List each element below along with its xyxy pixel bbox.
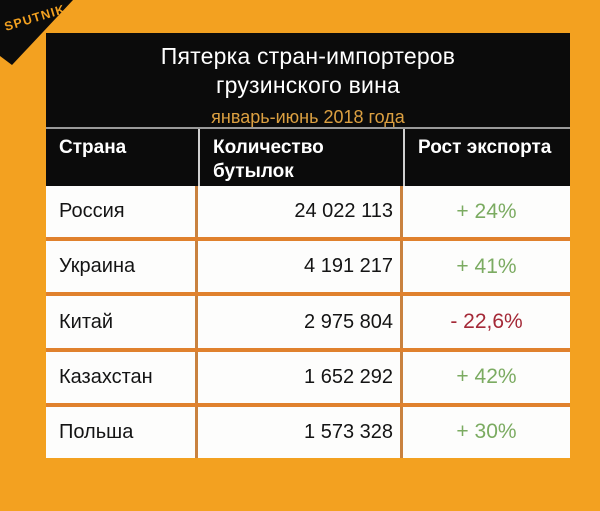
table-row: Украина 4 191 217 + 41% bbox=[46, 237, 570, 293]
table-row: Польша 1 573 328 + 30% bbox=[46, 402, 570, 459]
bottles-cell: 1 652 292 bbox=[198, 351, 403, 403]
growth-cell: + 24% bbox=[456, 199, 517, 223]
table-row: Китай 2 975 804 - 22,6% bbox=[46, 292, 570, 348]
bottles-cell: 1 573 328 bbox=[198, 406, 403, 459]
growth-cell: + 42% bbox=[456, 365, 517, 389]
table-header-row: Страна Количество бутылок Рост экспорта bbox=[46, 129, 570, 186]
infographic-title-line2: грузинского вина bbox=[216, 72, 400, 98]
bottles-cell: 4 191 217 bbox=[198, 241, 403, 293]
bottles-cell: 2 975 804 bbox=[198, 296, 403, 348]
column-header-growth: Рост экспорта bbox=[403, 129, 570, 186]
title-block: Пятерка стран-импортеров грузинского вин… bbox=[46, 33, 570, 129]
table-row: Казахстан 1 652 292 + 42% bbox=[46, 347, 570, 403]
country-cell: Казахстан bbox=[46, 351, 198, 403]
country-cell: Китай bbox=[46, 296, 198, 348]
column-header-country: Страна bbox=[59, 137, 127, 158]
table-row: Россия 24 022 113 + 24% bbox=[46, 186, 570, 238]
infographic-panel: Пятерка стран-импортеров грузинского вин… bbox=[46, 33, 570, 459]
growth-cell: - 22,6% bbox=[450, 310, 523, 333]
sputnik-logo: SPUTNIK bbox=[0, 0, 73, 65]
sputnik-logo-banner bbox=[0, 0, 73, 65]
growth-cell: + 41% bbox=[456, 254, 517, 278]
country-cell: Польша bbox=[46, 406, 198, 459]
infographic-title-line1: Пятерка стран-импортеров bbox=[160, 43, 456, 69]
country-cell: Украина bbox=[46, 241, 198, 293]
country-cell: Россия bbox=[46, 186, 198, 238]
infographic-subtitle: январь-июнь 2018 года bbox=[211, 107, 405, 127]
table-body: Россия 24 022 113 + 24% Украина 4 191 21… bbox=[46, 186, 570, 459]
column-header-bottles: Количество бутылок bbox=[198, 129, 403, 186]
bottles-cell: 24 022 113 bbox=[198, 186, 403, 238]
growth-cell: + 30% bbox=[456, 420, 517, 444]
